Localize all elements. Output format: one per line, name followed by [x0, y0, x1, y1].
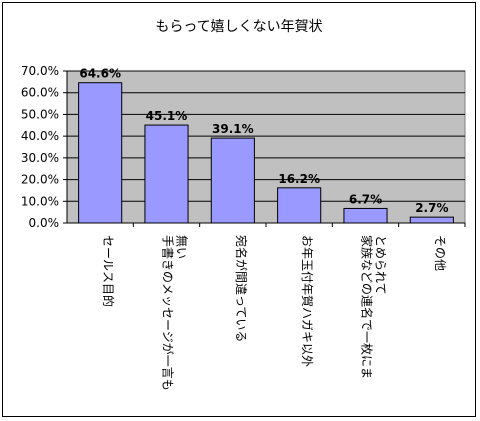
- bar: [210, 137, 255, 224]
- y-tick-label: 40.0%: [21, 129, 59, 143]
- y-tick-label: 10.0%: [21, 194, 59, 208]
- bar: [343, 207, 388, 224]
- y-tick-label: 50.0%: [21, 107, 59, 121]
- chart-frame: もらって嬉しくない年賀状 0.0% 10.0% 20.0% 30.0% 40.0% 50.…: [2, 2, 476, 417]
- category-label: セールス目的: [101, 235, 116, 307]
- bar-chart: もらって嬉しくない年賀状 0.0% 10.0% 20.0% 30.0% 40.0% 50.…: [21, 19, 466, 391]
- chart-title: もらって嬉しくない年賀状: [155, 19, 322, 35]
- y-tick-label: 60.0%: [21, 86, 59, 100]
- data-label: 64.6%: [79, 67, 121, 81]
- y-tick-label: 30.0%: [21, 151, 59, 165]
- category-label: その他: [433, 235, 447, 271]
- y-tick-label: 0.0%: [29, 216, 60, 230]
- category-label: 手書きのメッセージが一言も: [161, 235, 176, 391]
- category-label: 無い: [175, 235, 190, 259]
- category-label: とめられて: [374, 235, 388, 295]
- y-tick-label: 20.0%: [21, 173, 59, 187]
- data-label: 2.7%: [415, 201, 448, 215]
- category-label: お年玉付年賀ハガキ以外: [300, 235, 314, 367]
- data-label: 45.1%: [146, 109, 188, 123]
- bar: [277, 187, 322, 224]
- y-tick-label: 70.0%: [21, 64, 59, 78]
- category-label: 家族などの連名で一枚にま: [360, 235, 375, 379]
- plot-background: [66, 70, 466, 224]
- bar: [144, 124, 189, 224]
- data-label: 16.2%: [278, 172, 320, 186]
- bar: [78, 82, 123, 224]
- bar: [409, 216, 454, 224]
- data-label: 6.7%: [349, 192, 382, 206]
- category-label: 宛名が間違っている: [234, 235, 249, 342]
- data-label: 39.1%: [212, 122, 254, 136]
- plot-area: 0.0% 10.0% 20.0% 30.0% 40.0% 50.0% 60.0% 70.0% 6…: [21, 64, 466, 391]
